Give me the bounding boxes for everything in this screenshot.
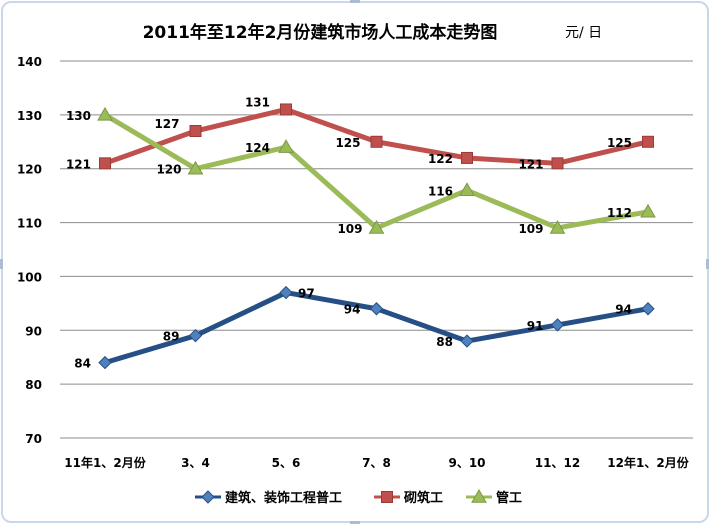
data-label: 122: [428, 152, 453, 166]
y-tick-label: 90: [25, 324, 42, 338]
data-label: 125: [335, 136, 360, 150]
legend-marker: [381, 491, 393, 503]
x-tick-label: 11、12: [535, 456, 580, 470]
data-label: 120: [156, 163, 181, 177]
data-point: [97, 106, 113, 121]
x-tick-label: 11年1、2月份: [64, 455, 146, 470]
data-label: 112: [607, 206, 632, 220]
x-tick-label: 9、10: [448, 456, 485, 470]
data-point: [461, 151, 473, 164]
data-point: [550, 318, 565, 332]
data-label: 124: [245, 141, 270, 155]
data-point: [187, 160, 204, 175]
data-label: 109: [337, 222, 362, 236]
data-label: 127: [154, 117, 179, 131]
data-label: 91: [527, 319, 544, 333]
data-label: 130: [66, 109, 91, 123]
data-point: [549, 219, 566, 234]
x-tick-label: 12年1、2月份: [607, 455, 689, 470]
data-label: 121: [518, 157, 543, 171]
data-label: 125: [607, 136, 632, 150]
data-label: 121: [66, 157, 91, 171]
resize-handle-bottom[interactable]: [350, 521, 360, 524]
data-point: [99, 157, 111, 170]
y-tick-label: 100: [17, 270, 42, 284]
legend-label: 建筑、装饰工程普工: [225, 490, 342, 506]
data-label: 94: [344, 303, 361, 317]
y-tick-label: 80: [25, 378, 42, 392]
data-label: 109: [518, 222, 543, 236]
data-point: [188, 328, 203, 343]
data-label: 116: [428, 184, 453, 198]
data-label: 97: [298, 287, 315, 301]
data-point: [189, 125, 202, 138]
y-tick-label: 120: [17, 163, 42, 177]
resize-handle-top[interactable]: [350, 0, 360, 3]
legend-label: 管工: [496, 490, 522, 506]
x-tick-label: 3、4: [181, 456, 210, 470]
y-tick-label: 70: [25, 432, 42, 446]
data-point: [369, 302, 384, 316]
data-label: 89: [163, 330, 180, 344]
legend-marker: [471, 488, 487, 503]
data-point: [370, 135, 383, 148]
data-label: 84: [74, 357, 91, 371]
unit-label: 元/ 日: [565, 25, 602, 41]
y-tick-label: 130: [17, 109, 42, 123]
resize-handle-left[interactable]: [0, 259, 3, 269]
data-point: [641, 302, 655, 316]
data-point: [98, 355, 112, 370]
data-point: [368, 219, 385, 234]
data-point: [642, 135, 654, 148]
data-point: [279, 285, 293, 300]
data-label: 88: [436, 335, 453, 349]
data-point: [640, 203, 656, 218]
x-tick-label: 7、8: [362, 456, 391, 470]
data-point: [459, 182, 475, 197]
chart-title: 2011年至12年2月份建筑市场人工成本走势图: [143, 22, 498, 43]
data-label: 94: [615, 303, 632, 317]
data-point: [280, 103, 292, 116]
y-tick-label: 110: [17, 217, 42, 231]
resize-handle-right[interactable]: [706, 259, 709, 269]
legend-marker: [201, 490, 215, 504]
data-point: [278, 139, 294, 153]
data-label: 131: [245, 95, 270, 109]
data-point: [551, 157, 564, 170]
legend-label: 砌筑工: [403, 490, 443, 506]
data-point: [460, 334, 474, 348]
x-tick-label: 5、6: [272, 456, 301, 470]
y-tick-label: 140: [17, 55, 42, 69]
